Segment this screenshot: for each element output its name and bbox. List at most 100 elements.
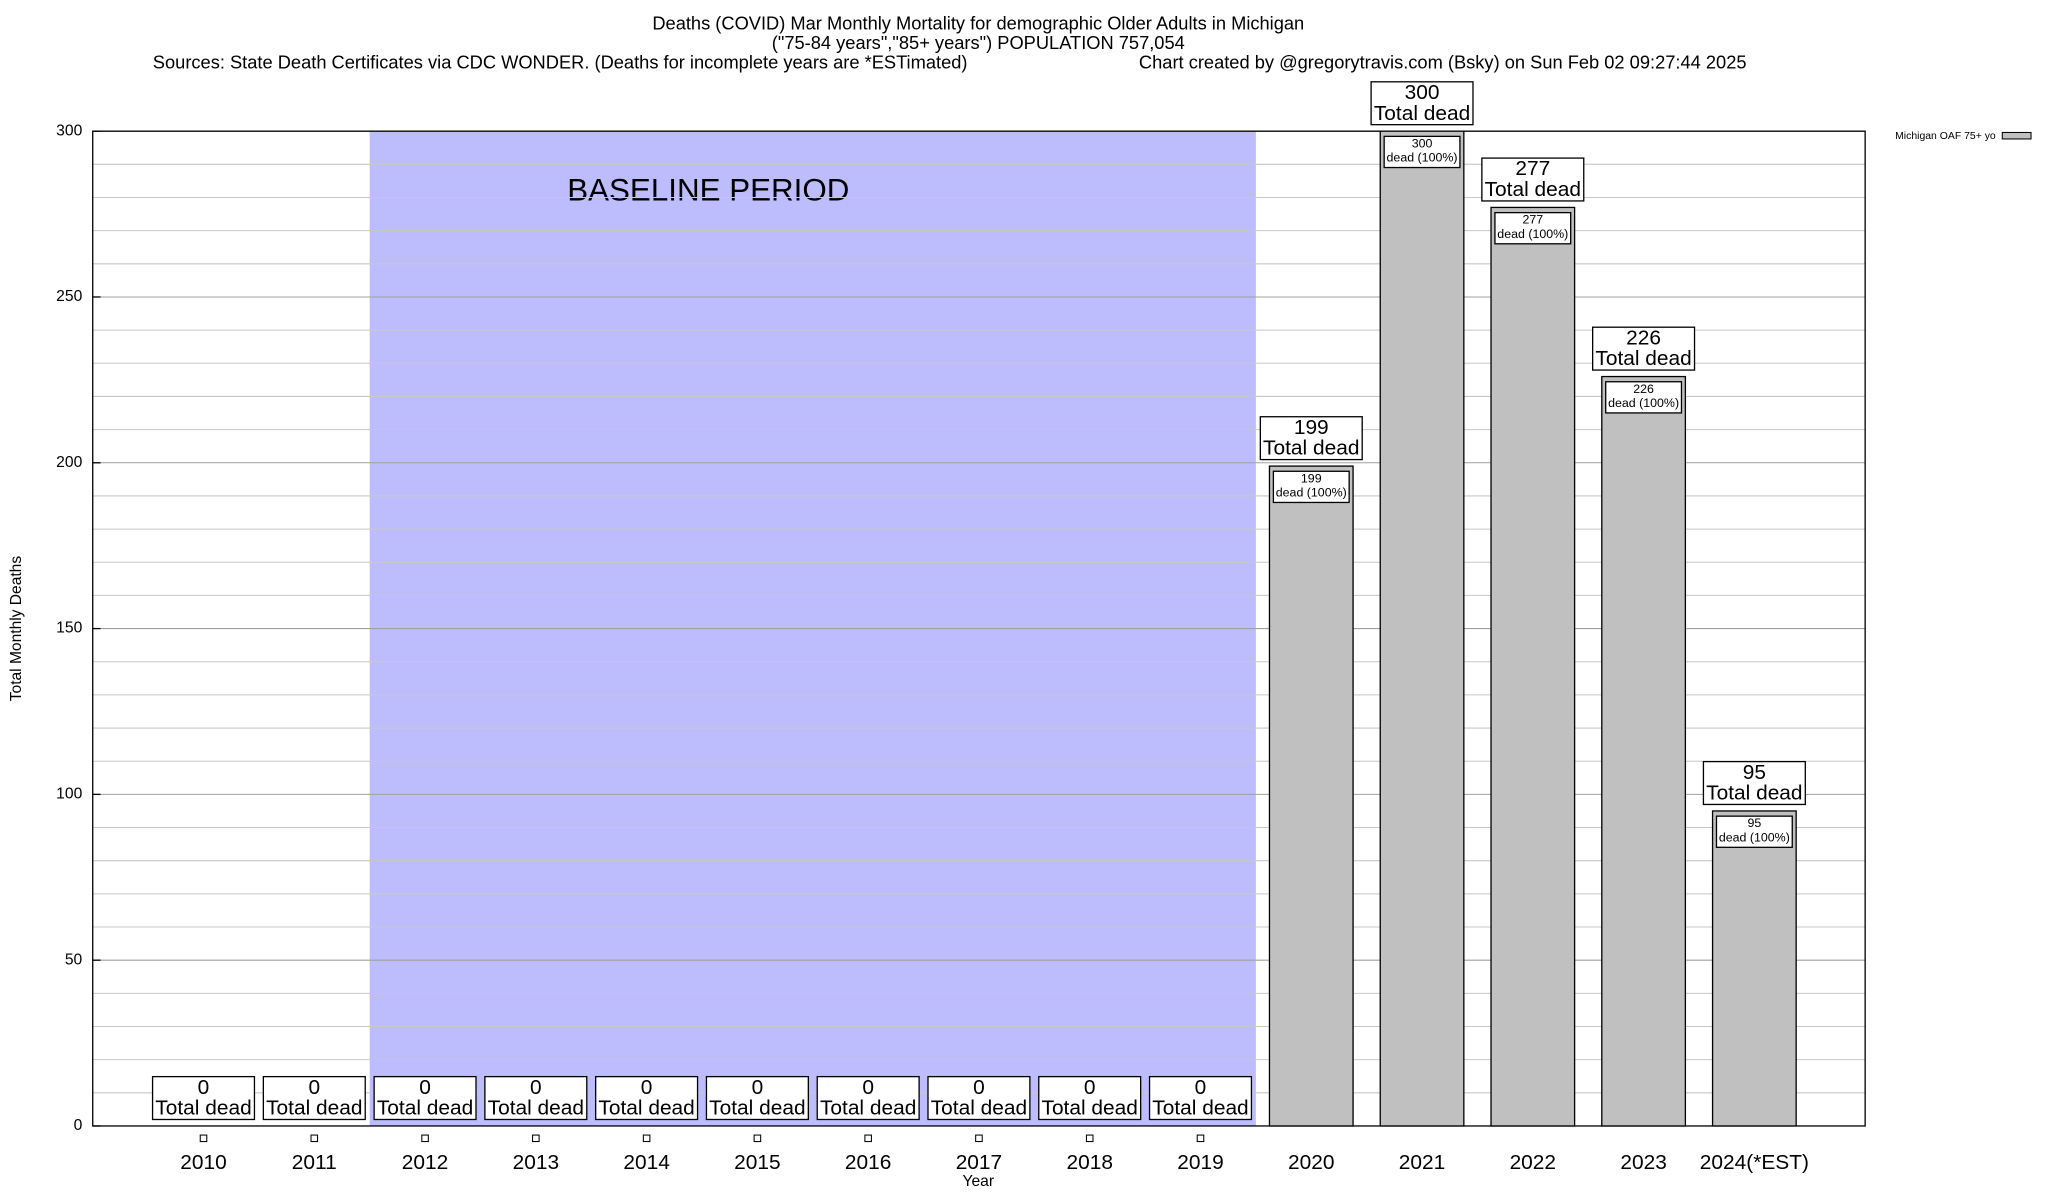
y-tick-label: 300 [56, 122, 82, 139]
zero-marker [642, 1134, 651, 1143]
total-label-box [262, 1075, 366, 1121]
total-label: Total dead [931, 1097, 1027, 1120]
total-label: Total dead [1152, 1097, 1248, 1120]
total-label: Total dead [266, 1097, 362, 1120]
total-label: Total dead [709, 1097, 805, 1120]
zero-marker [975, 1134, 983, 1143]
inner-value-label: 277 [1522, 213, 1543, 227]
zero-marker [421, 1134, 429, 1143]
legend-swatch [2001, 131, 2032, 140]
inner-label-box [1383, 135, 1461, 169]
total-label: Total dead [1595, 347, 1691, 370]
y-axis-label: Total Monthly Deaths [8, 556, 25, 702]
inner-label: dead (100%) [1719, 831, 1790, 845]
x-tick-label: 2013 [513, 1151, 559, 1174]
inner-value-label: 199 [1301, 471, 1322, 485]
total-label: Total dead [1485, 178, 1581, 201]
x-tick-label: 2024(*EST) [1700, 1151, 1809, 1174]
total-label-box [484, 1075, 588, 1121]
x-tick-label: 2022 [1510, 1151, 1556, 1174]
total-label-box [705, 1075, 809, 1121]
inner-label: dead (100%) [1608, 396, 1679, 410]
x-tick-label: 2018 [1066, 1151, 1112, 1174]
total-value-label: 0 [419, 1076, 431, 1099]
total-label-box [151, 1075, 256, 1121]
bar [1601, 375, 1687, 1127]
chart-subtitle: ("75-84 years","85+ years") POPULATION 7… [772, 32, 1185, 53]
y-tick-label: 50 [65, 951, 83, 968]
total-label: Total dead [488, 1097, 584, 1120]
total-value-label: 0 [641, 1076, 653, 1099]
total-label-box [1370, 81, 1474, 126]
x-tick-label: 2011 [292, 1151, 337, 1174]
total-value-label: 0 [973, 1076, 985, 1099]
x-axis-label: Year [962, 1173, 994, 1190]
inner-value-label: 300 [1412, 136, 1433, 150]
zero-marker [310, 1134, 319, 1143]
total-label-box [816, 1075, 920, 1121]
total-label-box [1259, 416, 1363, 461]
x-tick-label: 2019 [1177, 1151, 1223, 1174]
zero-marker [1085, 1134, 1094, 1143]
bar [1379, 130, 1465, 1127]
total-value-label: 199 [1294, 416, 1329, 439]
total-label-box [1148, 1075, 1253, 1121]
x-tick-label: 2010 [180, 1151, 226, 1174]
bar [1490, 206, 1576, 1127]
zero-marker [864, 1134, 872, 1143]
x-tick-label: 2020 [1288, 1151, 1334, 1174]
source: Sources: State Death Certificates via CD… [153, 51, 968, 72]
total-label-box [1702, 760, 1806, 806]
total-value-label: 226 [1626, 326, 1661, 349]
total-label: Total dead [598, 1097, 694, 1120]
chart-title: Deaths (COVID) Mar Monthly Mortality for… [652, 13, 1304, 34]
x-tick-label: 2016 [845, 1151, 891, 1174]
total-value-label: 95 [1743, 761, 1766, 784]
total-label-box [595, 1075, 699, 1121]
inner-label: dead (100%) [1497, 227, 1568, 241]
zero-marker [199, 1134, 208, 1143]
total-label-box [1481, 157, 1585, 202]
x-tick-label: 2012 [402, 1151, 448, 1174]
total-value-label: 0 [752, 1076, 764, 1099]
total-value-label: 0 [862, 1076, 874, 1099]
zero-marker [753, 1134, 762, 1143]
total-label: Total dead [1042, 1097, 1138, 1120]
y-tick-label: 100 [56, 786, 82, 803]
inner-label-box [1605, 381, 1683, 414]
total-label: Total dead [1263, 437, 1359, 460]
x-tick-label: 2017 [956, 1151, 1002, 1174]
total-value-label: 0 [1195, 1076, 1207, 1099]
total-label: Total dead [377, 1097, 473, 1120]
plot-frame [92, 130, 1866, 1127]
total-value-label: 0 [1084, 1076, 1096, 1099]
zero-marker [532, 1134, 540, 1143]
total-label-box [927, 1075, 1031, 1121]
total-value-label: 0 [198, 1076, 210, 1099]
inner-label: dead (100%) [1387, 151, 1458, 165]
inner-value-label: 226 [1633, 382, 1654, 396]
inner-label-box [1715, 815, 1793, 848]
bar [1711, 810, 1797, 1127]
total-label: Total dead [820, 1097, 916, 1120]
total-value-label: 300 [1405, 81, 1440, 104]
inner-label-box [1494, 211, 1572, 245]
y-tick-label: 200 [56, 454, 82, 471]
credit: Chart created by @gregorytravis.com (Bsk… [1139, 51, 1747, 72]
total-label-box [1591, 326, 1696, 371]
zero-marker [1196, 1134, 1205, 1143]
x-tick-label: 2015 [734, 1151, 780, 1174]
y-tick-label: 250 [56, 288, 82, 305]
total-label: Total dead [1374, 102, 1470, 125]
bar [1268, 465, 1354, 1127]
inner-value-label: 95 [1747, 816, 1761, 830]
y-tick-label: 0 [74, 1117, 83, 1134]
total-value-label: 0 [308, 1076, 320, 1099]
inner-label: dead (100%) [1276, 486, 1347, 500]
inner-label-box [1272, 470, 1350, 504]
total-label: Total dead [1706, 782, 1802, 805]
legend-label: Michigan OAF 75+ yo [1895, 131, 1996, 142]
x-tick-label: 2023 [1620, 1151, 1666, 1174]
total-label: Total dead [155, 1097, 251, 1120]
